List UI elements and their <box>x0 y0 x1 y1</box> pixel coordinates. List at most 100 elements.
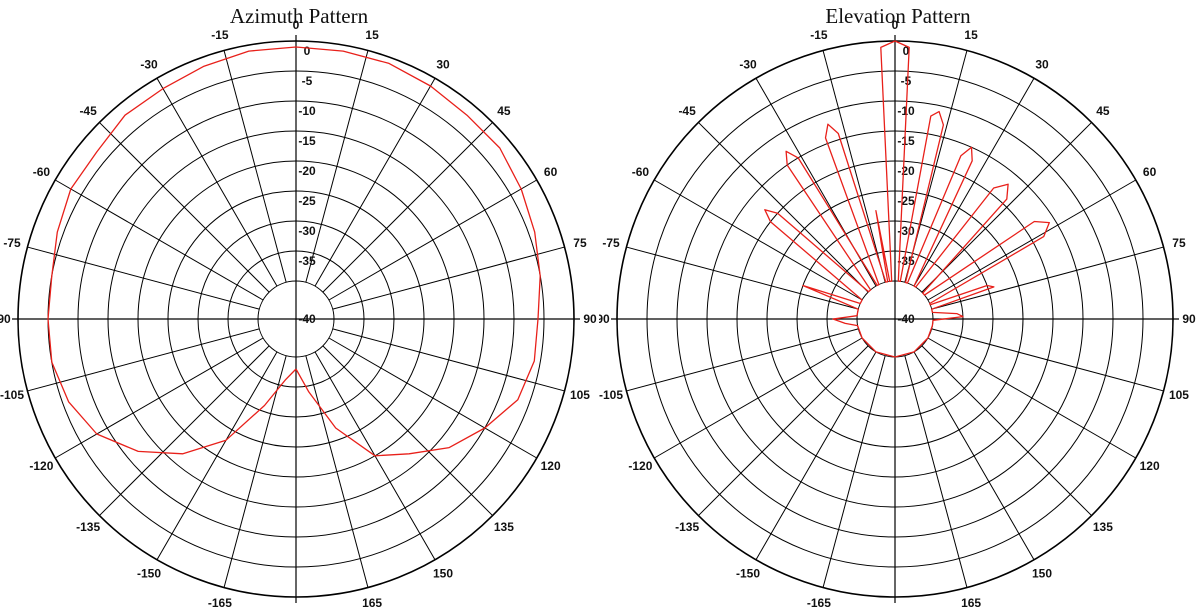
radial-tick-label: -40 <box>897 312 915 326</box>
angle-tick-label: -30 <box>739 57 757 71</box>
radial-tick-labels: 0-5-10-15-20-25-30-35-40 <box>298 44 316 326</box>
grid-spoke <box>27 328 260 392</box>
grid-spoke <box>99 122 270 293</box>
angle-tick-labels: 0153045607590105120135150165180-165-150-… <box>599 18 1196 607</box>
angle-tick-label: 60 <box>1143 165 1157 179</box>
radial-tick-label: -25 <box>298 194 316 208</box>
angle-tick-label: 135 <box>1093 520 1113 534</box>
angle-tick-label: 90 <box>583 312 597 326</box>
radial-tick-label: -5 <box>901 74 912 88</box>
angle-tick-label: -15 <box>211 28 229 42</box>
grid-spoke <box>904 355 968 588</box>
grid-spoke <box>156 77 278 287</box>
chart-title: Azimuth Pattern <box>229 4 369 28</box>
grid-spoke <box>921 122 1092 293</box>
angle-tick-label: 105 <box>570 388 590 402</box>
angle-tick-label: -45 <box>678 104 696 118</box>
angle-tick-label: -90 <box>0 312 11 326</box>
radial-tick-label: -15 <box>897 134 915 148</box>
angle-tick-label: -60 <box>632 165 650 179</box>
angle-tick-label: -135 <box>76 520 100 534</box>
angle-tick-label: -165 <box>208 596 232 607</box>
grid-spoke <box>223 50 287 283</box>
grid-spoke <box>223 355 287 588</box>
grid-spoke <box>305 355 369 588</box>
angle-tick-label: 75 <box>1172 236 1186 250</box>
angle-tick-label: -120 <box>29 459 53 473</box>
polar-grid <box>12 35 580 603</box>
grid-spoke <box>931 246 1164 310</box>
radial-tick-label: -10 <box>298 104 316 118</box>
grid-spoke <box>328 179 538 301</box>
grid-spoke <box>99 345 270 516</box>
angle-tick-label: -60 <box>33 165 51 179</box>
polar-grid <box>611 35 1179 603</box>
angle-tick-label: 45 <box>497 104 511 118</box>
radial-tick-label: -20 <box>298 164 316 178</box>
grid-spoke <box>626 246 859 310</box>
azimuth-pattern-panel: Azimuth Pattern 0 15 30 45 60 75 90 105 120 135 15… <box>0 0 598 607</box>
grid-spoke <box>314 77 436 287</box>
grid-spoke <box>755 351 877 561</box>
radial-tick-label: -35 <box>298 254 316 268</box>
angle-tick-label: 150 <box>1032 567 1052 581</box>
chart-title: Elevation Pattern <box>825 4 971 28</box>
angle-tick-label: -165 <box>807 596 831 607</box>
angle-tick-label: -105 <box>599 388 623 402</box>
grid-spoke <box>328 337 538 459</box>
radial-tick-label: 0 <box>903 44 910 58</box>
grid-spoke <box>653 337 863 459</box>
grid-spoke <box>913 77 1035 287</box>
grid-spoke <box>931 328 1164 392</box>
angle-tick-labels: 0153045607590105120135150165180-165-150-… <box>0 18 597 607</box>
elevation-polar-chart: 0153045607590105120135150165180-165-150-… <box>599 18 1196 607</box>
angle-tick-label: 15 <box>964 28 978 42</box>
pattern-trace <box>764 40 1050 358</box>
angle-tick-label: 120 <box>1140 459 1160 473</box>
grid-spoke <box>927 179 1137 301</box>
radial-tick-label: -35 <box>897 254 915 268</box>
grid-spoke <box>913 351 1035 561</box>
angle-tick-label: 165 <box>362 596 382 607</box>
elevation-pattern-panel: Elevation Pattern 0 15 30 45 60 75 90 105 120 135… <box>599 0 1197 607</box>
angle-tick-label: 45 <box>1096 104 1110 118</box>
radial-tick-label: -20 <box>897 164 915 178</box>
grid-spoke <box>626 328 859 392</box>
pattern-trace <box>47 46 541 457</box>
radial-tick-label: -25 <box>897 194 915 208</box>
angle-tick-label: 75 <box>573 236 587 250</box>
radial-tick-label: -30 <box>298 224 316 238</box>
angle-tick-label: 105 <box>1169 388 1189 402</box>
grid-spoke <box>322 345 493 516</box>
grid-spoke <box>698 122 869 293</box>
grid-spoke <box>322 122 493 293</box>
angle-tick-label: -15 <box>810 28 828 42</box>
angle-tick-label: -45 <box>79 104 97 118</box>
angle-tick-label: -135 <box>675 520 699 534</box>
angle-tick-label: 90 <box>1182 312 1196 326</box>
angle-tick-label: 165 <box>961 596 981 607</box>
angle-tick-label: 120 <box>541 459 561 473</box>
angle-tick-label: 30 <box>436 57 450 71</box>
angle-tick-label: -120 <box>628 459 652 473</box>
grid-spoke <box>54 337 264 459</box>
angle-tick-label: 30 <box>1035 57 1049 71</box>
grid-spoke <box>698 345 869 516</box>
radial-tick-labels: 0-5-10-15-20-25-30-35-40 <box>897 44 915 326</box>
angle-tick-label: -105 <box>0 388 24 402</box>
radial-tick-label: -40 <box>298 312 316 326</box>
grid-spoke <box>921 345 1092 516</box>
angle-tick-label: -75 <box>602 236 620 250</box>
radial-tick-label: -15 <box>298 134 316 148</box>
angle-tick-label: -90 <box>599 312 610 326</box>
grid-spoke <box>332 246 565 310</box>
angle-tick-label: 0 <box>892 18 899 32</box>
angle-tick-label: -30 <box>140 57 158 71</box>
grid-spoke <box>653 179 863 301</box>
angle-tick-label: -150 <box>736 567 760 581</box>
grid-spoke <box>305 50 369 283</box>
angle-tick-label: 60 <box>544 165 558 179</box>
angle-tick-label: 15 <box>365 28 379 42</box>
radial-tick-label: 0 <box>304 44 311 58</box>
grid-spoke <box>27 246 260 310</box>
